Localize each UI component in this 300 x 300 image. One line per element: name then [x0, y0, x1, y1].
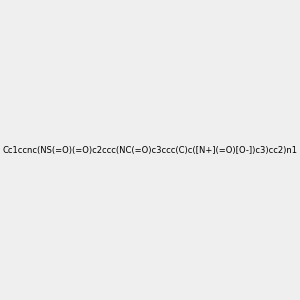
- Text: Cc1ccnc(NS(=O)(=O)c2ccc(NC(=O)c3ccc(C)c([N+](=O)[O-])c3)cc2)n1: Cc1ccnc(NS(=O)(=O)c2ccc(NC(=O)c3ccc(C)c(…: [2, 146, 298, 154]
